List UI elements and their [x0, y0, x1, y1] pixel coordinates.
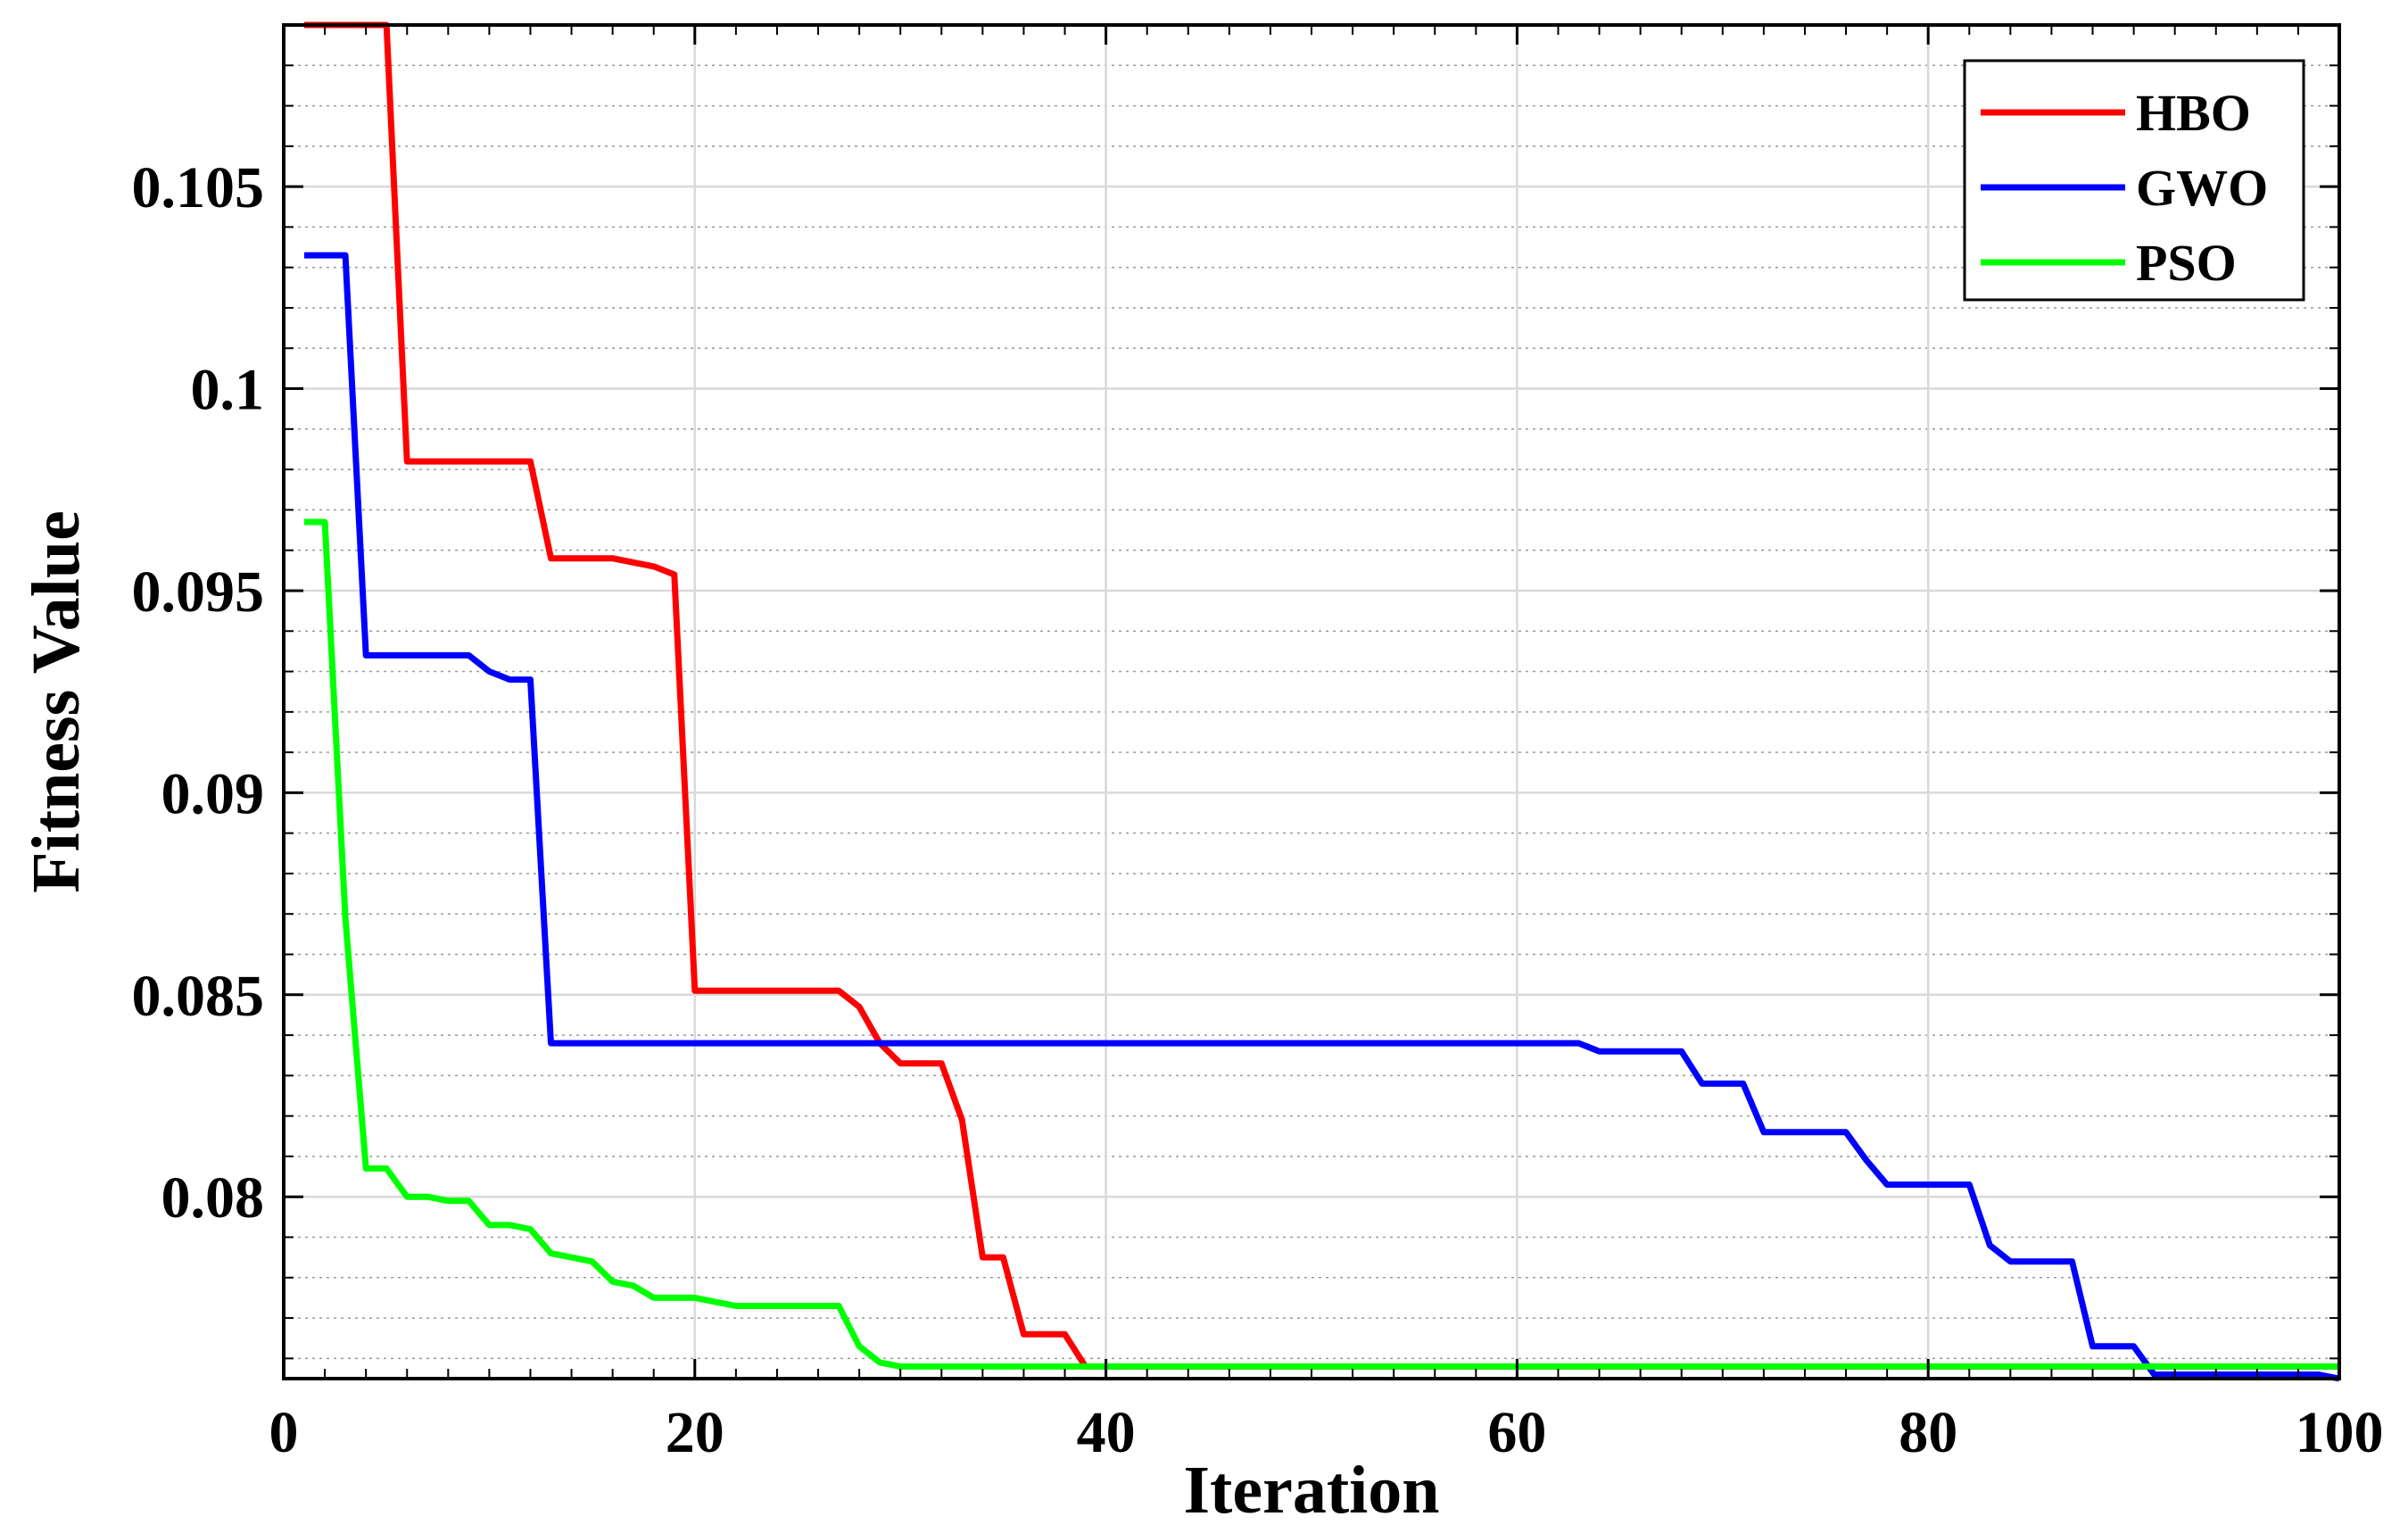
series-line-pso: [304, 518, 2339, 1370]
axis-ticks: [282, 25, 2341, 1379]
legend: HBO GWO PSO: [1963, 59, 2305, 302]
legend-label-hbo: HBO: [2136, 84, 2251, 142]
x-tick-label: 40: [1077, 1400, 1136, 1465]
legend-label-gwo: GWO: [2136, 159, 2268, 217]
x-tick-label: 0: [269, 1400, 299, 1465]
y-axis-title: Fitness Value: [19, 510, 94, 893]
y-tick-label: 0.105: [132, 155, 265, 220]
x-tick-label: 80: [1899, 1400, 1957, 1465]
y-tick-label: 0.09: [161, 761, 265, 826]
y-tick-label: 0.095: [132, 559, 265, 625]
tick-labels: 0 20 40 60 80 100 0.08 0.085 0.09 0.095 0.1 0.105: [132, 155, 2384, 1465]
x-tick-label: 100: [2296, 1400, 2384, 1465]
series-layer: [304, 21, 2340, 1382]
y-tick-label: 0.085: [132, 964, 265, 1029]
x-tick-label: 20: [666, 1400, 724, 1465]
series-line-gwo: [304, 252, 2340, 1382]
x-tick-label: 60: [1487, 1400, 1546, 1465]
y-tick-label: 0.08: [161, 1165, 265, 1231]
x-axis-title: Iteration: [1183, 1453, 1439, 1528]
y-tick-label: 0.1: [191, 358, 265, 423]
legend-label-pso: PSO: [2136, 234, 2237, 292]
